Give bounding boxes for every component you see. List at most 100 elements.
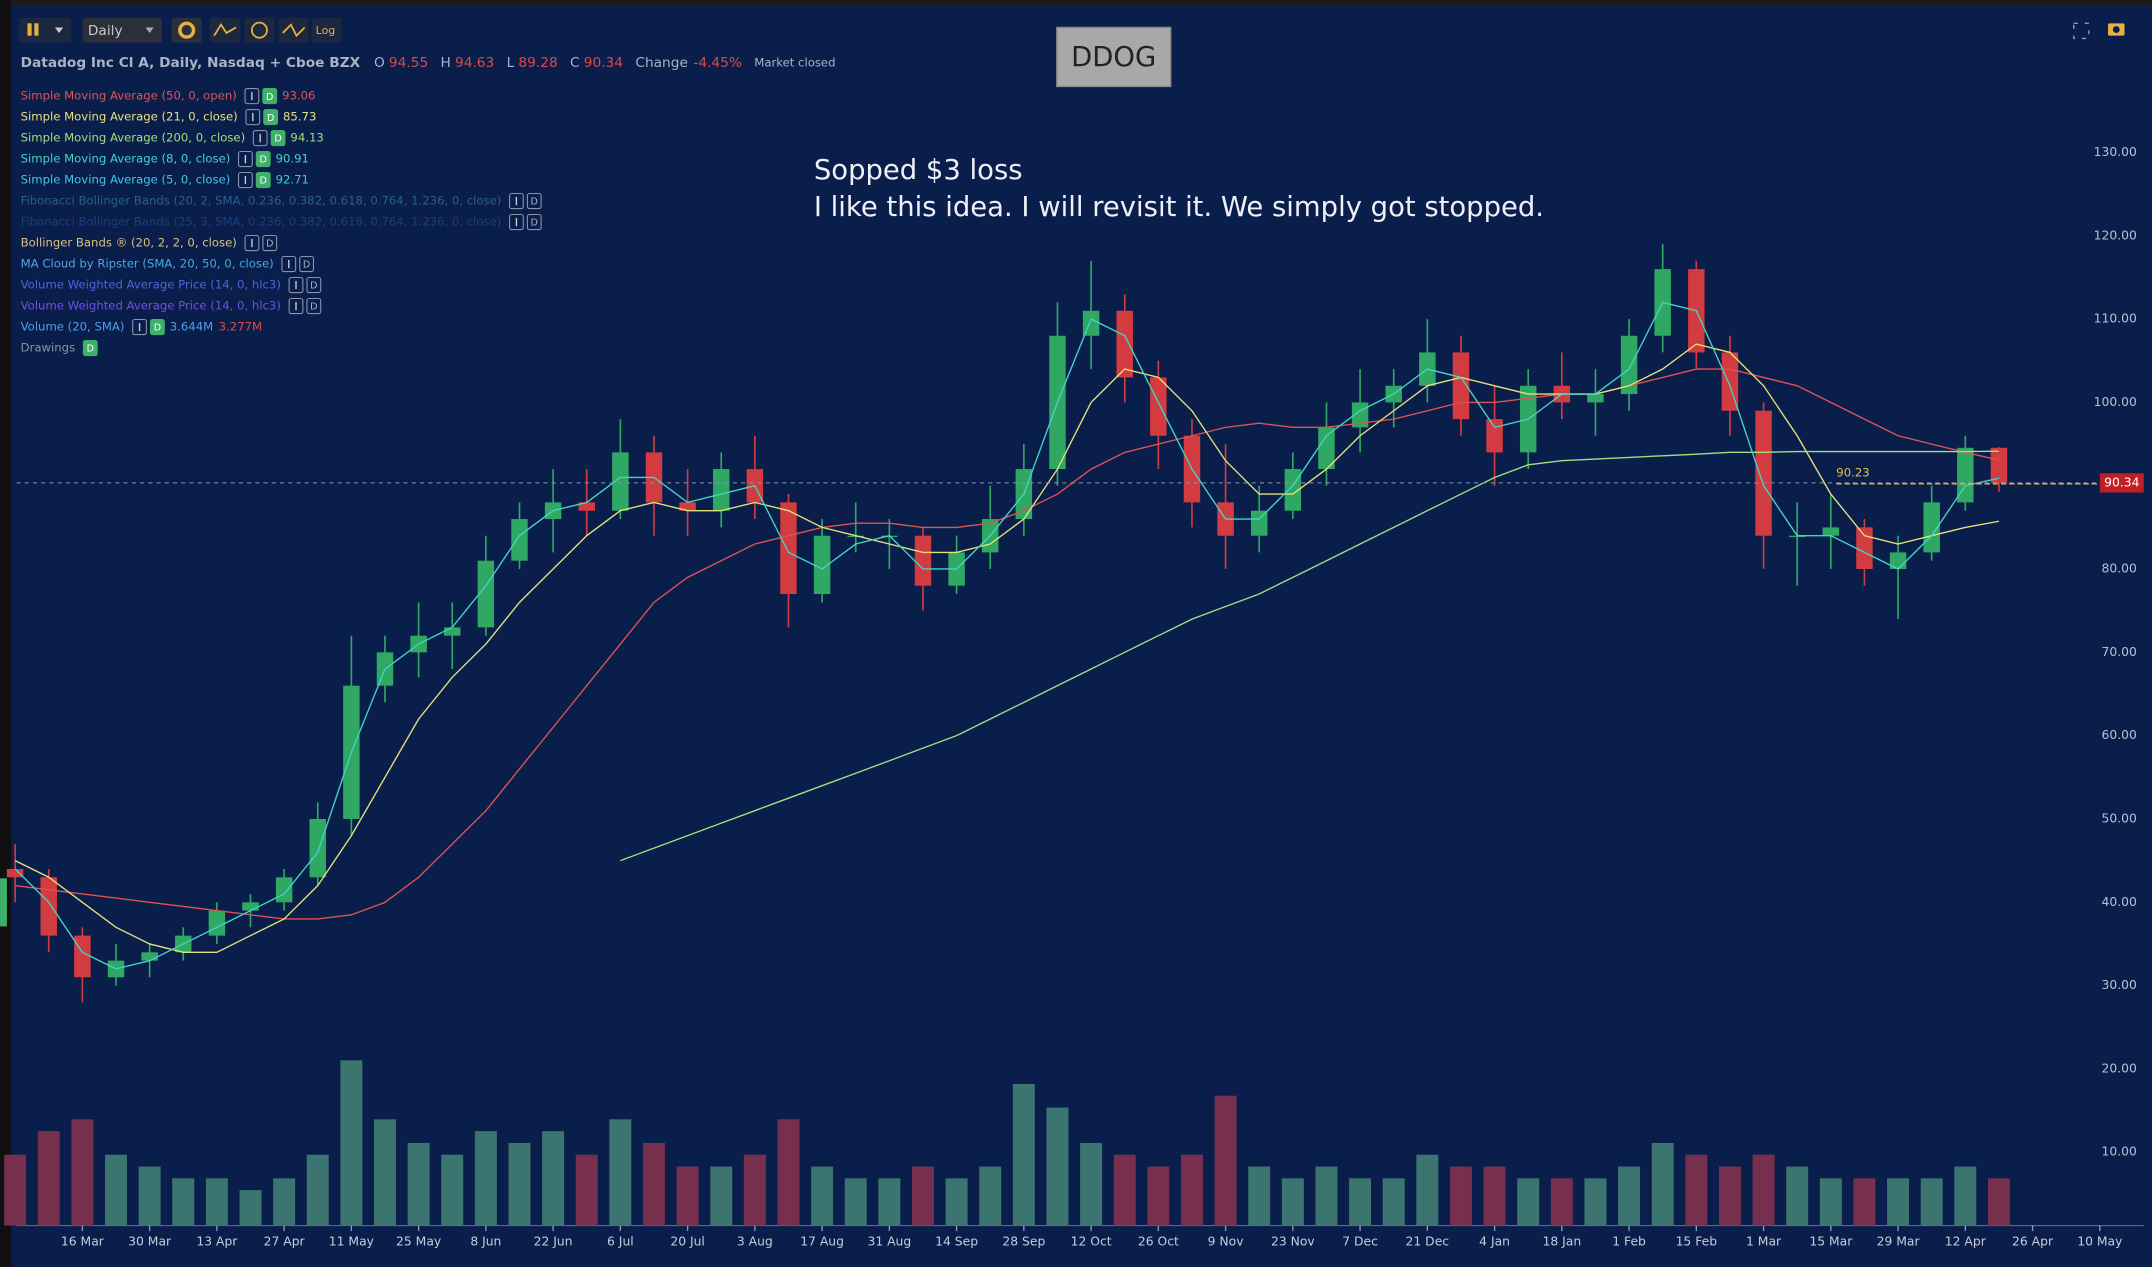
icon xyxy=(213,23,237,37)
candle-body xyxy=(914,535,932,586)
legend-label: MA Cloud by Ripster (SMA, 20, 50, 0, clo… xyxy=(21,257,274,271)
info-button xyxy=(244,87,260,105)
info-dot xyxy=(251,238,253,248)
volume-bar xyxy=(1718,1166,1741,1226)
symbol: DDOG xyxy=(1071,42,1156,73)
volume-bar xyxy=(1012,1083,1035,1226)
legend: Simple Moving Average (50, 0, open) D 93.0… xyxy=(21,87,542,357)
settings-button[interactable] xyxy=(171,17,202,43)
badge-box xyxy=(82,339,98,357)
chart-type-button[interactable] xyxy=(19,17,72,43)
candle-body xyxy=(1116,310,1133,378)
log-button[interactable] xyxy=(311,17,342,43)
clock-button[interactable] xyxy=(244,17,275,43)
moving-average-line xyxy=(15,368,2000,920)
header: Datadog Inc Cl A, Daily, Nasdaq + Cboe B… xyxy=(21,55,836,71)
x-tick-label: 1 Mar xyxy=(1746,1235,1782,1249)
info-dot xyxy=(138,322,141,332)
x-tick-label: 15 Feb xyxy=(1676,1235,1718,1249)
legend-value: 3.644M xyxy=(170,320,213,334)
badge-label: D xyxy=(260,176,267,187)
candle-body xyxy=(1318,427,1335,470)
y-tick-label: 10.00 xyxy=(2102,1145,2137,1159)
volume-bar xyxy=(1550,1178,1573,1226)
y-tick-label: 60.00 xyxy=(2102,728,2137,742)
info-button xyxy=(288,276,304,294)
legend-label: Bollinger Bands ® (20, 2, 2, 0, close) xyxy=(21,236,237,250)
badge-box xyxy=(306,297,322,315)
volume-bar xyxy=(1281,1178,1304,1226)
legend-value: 85.73 xyxy=(283,110,316,124)
x-tick-label: 29 Mar xyxy=(1877,1235,1921,1249)
candle-body xyxy=(40,877,57,936)
info-button xyxy=(237,171,253,189)
volume-bar xyxy=(1349,1178,1372,1226)
volume-bar xyxy=(1987,1178,2010,1226)
annotation: Sopped $3 loss xyxy=(814,155,1023,186)
y-tick-label: 130.00 xyxy=(2094,145,2137,159)
symbol-box xyxy=(1056,26,1172,88)
x-tick-label: 21 Dec xyxy=(1406,1235,1450,1249)
volume-bar xyxy=(1887,1178,1910,1226)
badge-box xyxy=(299,255,315,273)
volume-bar xyxy=(743,1154,766,1226)
volume-bar xyxy=(1819,1178,1842,1226)
fullscreen-button[interactable] xyxy=(2073,22,2090,40)
volume-bar xyxy=(1517,1178,1540,1226)
y-tick-label: 20.00 xyxy=(2102,1061,2137,1075)
legend-label: Volume Weighted Average Price (14, 0, hl… xyxy=(21,278,281,292)
candle-body xyxy=(612,452,629,511)
badge-label: D xyxy=(531,218,538,229)
candle-body xyxy=(208,910,226,936)
volume-bar xyxy=(542,1131,565,1226)
candle-body xyxy=(141,952,158,961)
volume-bar xyxy=(1416,1154,1439,1226)
candle-body xyxy=(1755,410,1772,536)
info-dot xyxy=(515,196,518,206)
icon xyxy=(282,23,306,38)
legend-value: 90.91 xyxy=(276,152,309,166)
candle-body xyxy=(813,535,831,595)
volume-bar xyxy=(1113,1154,1136,1226)
volume-bar xyxy=(878,1178,901,1226)
badge-box xyxy=(263,108,279,126)
x-tick-label: 10 May xyxy=(2077,1235,2122,1249)
x-tick-label: 12 Oct xyxy=(1071,1235,1112,1249)
info-dot xyxy=(252,112,254,122)
header-text: O xyxy=(374,55,385,71)
candle-body xyxy=(74,935,91,978)
x-tick-label: 23 Nov xyxy=(1271,1235,1315,1249)
volume-bar xyxy=(1248,1166,1271,1226)
interval-dropdown[interactable] xyxy=(82,17,162,43)
volume-bar xyxy=(138,1166,161,1226)
candle-body xyxy=(1856,527,1873,570)
volume-bar xyxy=(474,1131,497,1226)
x-tick-label: 12 Apr xyxy=(1945,1235,1987,1249)
header-text: 94.55 xyxy=(389,55,428,71)
y-tick-label: 50.00 xyxy=(2102,811,2137,825)
legend-value: 92.71 xyxy=(276,173,309,187)
volume-bar xyxy=(979,1166,1002,1226)
left-tab[interactable] xyxy=(0,878,7,927)
y-tick-label: 30.00 xyxy=(2102,978,2137,992)
volume-bar xyxy=(1315,1166,1338,1226)
badge-box xyxy=(262,234,278,252)
candle-body xyxy=(679,502,696,511)
legend-value: 94.13 xyxy=(290,131,323,145)
candle-body xyxy=(477,560,495,628)
interval-label: Daily xyxy=(88,23,123,39)
badge-label: D xyxy=(267,113,274,124)
volume-bar xyxy=(306,1154,329,1226)
info-dot xyxy=(244,175,247,185)
x-tick-label: 8 Jun xyxy=(470,1235,501,1249)
x-tick-label: 4 Jan xyxy=(1479,1235,1510,1249)
last-price-label: 90.34 xyxy=(2104,475,2139,489)
info-button xyxy=(245,108,261,126)
header-text: 89.28 xyxy=(518,55,557,71)
badge-label: D xyxy=(266,239,273,250)
volume-bar xyxy=(1080,1142,1103,1226)
info-button xyxy=(244,234,260,252)
legend-label: Simple Moving Average (5, 0, close) xyxy=(21,173,231,187)
header-text: Datadog Inc Cl A, Daily, Nasdaq + Cboe B… xyxy=(21,55,361,71)
info-dot xyxy=(295,301,297,311)
